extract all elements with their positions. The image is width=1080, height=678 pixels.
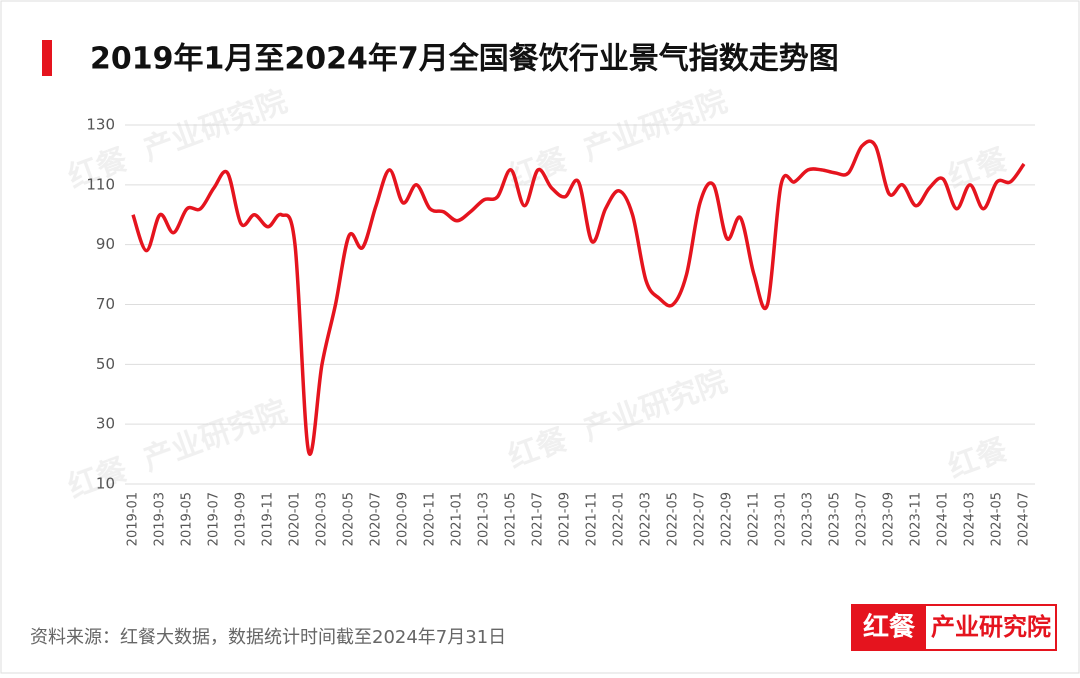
x-tick-label: 2020-01: [288, 492, 303, 546]
brand-name: 产业研究院: [931, 613, 1051, 641]
x-tick-label: 2023-01: [774, 492, 789, 546]
x-tick-label: 2020-09: [396, 492, 411, 546]
x-tick-label: 2024-05: [990, 492, 1005, 546]
x-tick-label: 2021-01: [450, 492, 465, 546]
x-tick-label: 2024-07: [1017, 492, 1032, 546]
x-tick-label: 2023-11: [909, 492, 924, 546]
x-tick-label: 2021-11: [585, 492, 600, 546]
x-tick-label: 2022-09: [720, 492, 735, 546]
x-tick-label: 2019-09: [234, 492, 249, 546]
x-tick-label: 2022-11: [747, 492, 762, 546]
x-tick-label: 2021-07: [531, 492, 546, 546]
x-tick-label: 2021-03: [477, 492, 492, 546]
x-tick-label: 2020-07: [369, 492, 384, 546]
x-tick-label: 2019-11: [261, 492, 276, 546]
x-tick-label: 2024-01: [936, 492, 951, 546]
x-tick-label: 2023-07: [855, 492, 870, 546]
x-tick-label: 2023-03: [801, 492, 816, 546]
brand-logo-box: [852, 605, 926, 650]
chart-title: 2019年1月至2024年7月全国餐饮行业景气指数走势图: [90, 42, 839, 77]
x-tick-label: 2023-09: [882, 492, 897, 546]
x-tick-label: 2022-05: [666, 492, 681, 546]
y-tick-label: 10: [96, 475, 115, 493]
x-tick-label: 2021-05: [504, 492, 519, 546]
x-tick-label: 2019-07: [207, 492, 222, 546]
x-tick-label: 2024-03: [963, 492, 978, 546]
y-tick-label: 50: [96, 355, 115, 373]
x-tick-label: 2020-11: [423, 492, 438, 546]
data-line: [131, 139, 1026, 456]
x-tick-label: 2022-03: [639, 492, 654, 546]
plot-area: 10 30 50 70 90 110 130 2019-01 2019-03 2019-05 201…: [86, 116, 1035, 546]
source-note: 资料来源：红餐大数据，数据统计时间截至2024年7月31日: [30, 627, 506, 648]
title-accent: [42, 40, 52, 76]
y-tick-label: 130: [86, 116, 115, 134]
x-tick-label: 2019-03: [153, 492, 168, 546]
x-tick-label: 2020-03: [315, 492, 330, 546]
x-tick-label: 2022-07: [693, 492, 708, 546]
x-tick-label: 2019-01: [126, 492, 141, 546]
y-tick-label: 90: [96, 235, 115, 253]
x-tick-label: 2021-09: [558, 492, 573, 546]
y-tick-label: 110: [86, 175, 115, 193]
x-tick-label: 2019-05: [180, 492, 195, 546]
brand-logo: 红餐: [863, 612, 916, 643]
x-tick-label: 2020-05: [342, 492, 357, 546]
y-tick-label: 70: [96, 295, 115, 313]
x-tick-label: 2023-05: [828, 492, 843, 546]
y-tick-label: 30: [96, 415, 115, 433]
x-tick-label: 2022-01: [612, 492, 627, 546]
